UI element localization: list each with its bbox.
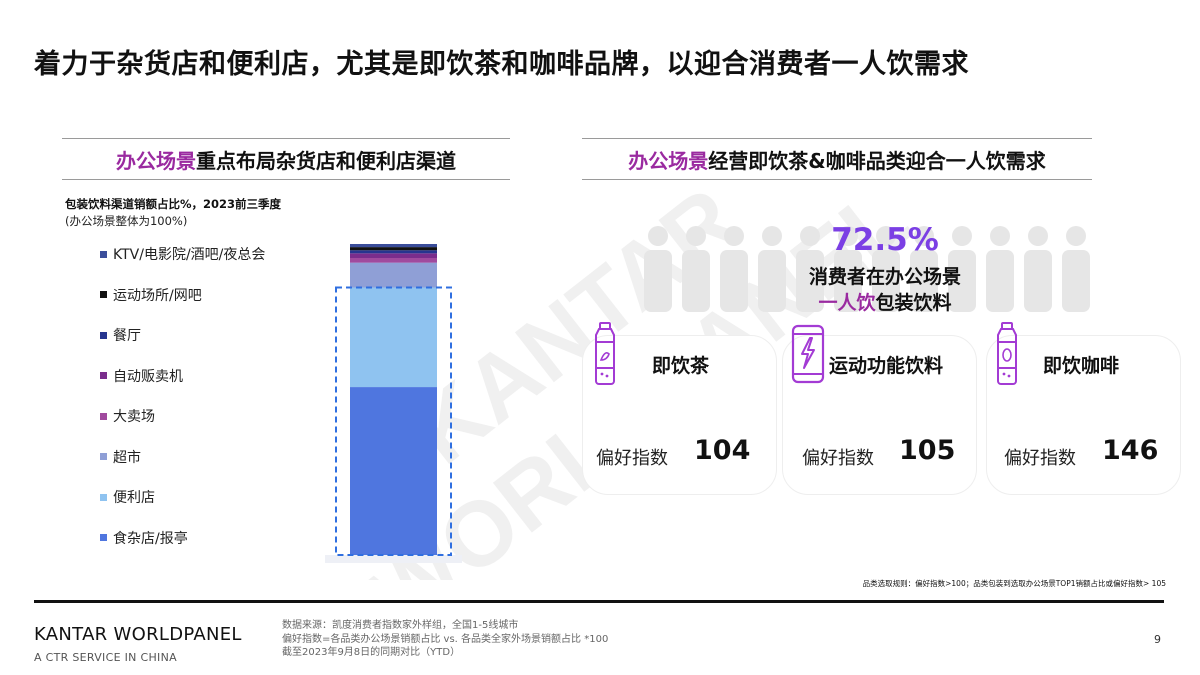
stat-line2: 一人饮包装饮料 — [760, 288, 1010, 315]
page-title: 着力于杂货店和便利店，尤其是即饮茶和咖啡品牌，以迎合消费者一人饮需求 — [34, 49, 969, 80]
bar-segment — [350, 287, 437, 388]
legend-swatch — [100, 331, 107, 339]
left-section-header: 办公场景 重点布局杂货店和便利店渠道 — [62, 138, 510, 180]
right-section-title: 经营即饮茶&咖啡品类迎合一人饮需求 — [708, 148, 1046, 173]
card-energy-index-value: 105 — [899, 435, 956, 466]
card-coffee-index-value: 146 — [1102, 435, 1159, 466]
stat-line2-rest: 包装饮料 — [875, 292, 952, 314]
brand-logo: KANTAR WORLDPANEL — [34, 624, 242, 645]
legend-label: 便利店 — [113, 490, 155, 506]
bar-segment — [350, 257, 437, 263]
card-coffee-name: 即饮咖啡 — [1043, 355, 1120, 377]
selection-rule-note: 品类选取规则：偏好指数>100；品类包装到选取办公场景TOP1销额占比或偏好指数… — [862, 579, 1166, 588]
bar-segment — [350, 262, 437, 288]
legend-item: 便利店 — [100, 487, 155, 507]
coffee-bottle-icon — [997, 322, 1017, 385]
right-section-highlight: 办公场景 — [628, 148, 709, 173]
legend-swatch — [100, 453, 107, 460]
legend-label: 超市 — [113, 449, 141, 466]
bar-segment — [350, 387, 437, 555]
legend-item: 食杂店/报亭 — [100, 528, 188, 548]
legend-item: 超市 — [100, 447, 141, 467]
bar-segment — [350, 247, 437, 251]
chart-subtitle: (办公场景整体为100%) — [65, 214, 188, 228]
card-energy — [782, 335, 977, 495]
person-icon — [986, 226, 1014, 312]
legend-item: 餐厅 — [100, 325, 141, 345]
bar-base — [325, 555, 462, 563]
legend-label: 运动场所/网吧 — [113, 287, 202, 304]
stat-line2-highlight: 一人饮 — [818, 292, 876, 314]
legend-swatch — [100, 534, 107, 541]
legend-swatch — [100, 250, 107, 258]
legend-label: 餐厅 — [113, 328, 141, 344]
person-icon — [758, 226, 786, 312]
legend-swatch — [100, 412, 107, 420]
card-energy-index-label: 偏好指数 — [802, 448, 874, 469]
stat-percentage: 72.5% — [831, 222, 939, 258]
legend-item: 运动场所/网吧 — [100, 285, 202, 305]
legend-swatch — [100, 372, 107, 379]
person-icon — [910, 226, 938, 312]
card-energy-name: 运动功能饮料 — [829, 355, 944, 377]
person-icon — [834, 226, 862, 312]
legend-item: 大卖场 — [100, 406, 155, 426]
highlight-box — [335, 286, 452, 556]
card-tea-name: 即饮茶 — [652, 355, 710, 377]
data-source: 数据来源：凯度消费者指数家外样组，全国1-5线城市 偏好指数=各品类办公场景销额… — [282, 619, 608, 660]
chart-caption: 包装饮料渠道销额占比%，2023前三季度 (办公场景整体为100%) — [65, 196, 281, 230]
bar-segment — [350, 250, 437, 254]
source-line-1: 数据来源：凯度消费者指数家外样组，全国1-5线城市 — [282, 620, 519, 631]
person-icon — [796, 226, 824, 312]
person-icon — [948, 226, 976, 312]
bar-segment — [350, 253, 437, 258]
card-tea-index-value: 104 — [694, 435, 751, 466]
energy-can-icon — [791, 324, 825, 384]
page-number: 9 — [1154, 633, 1161, 646]
left-section-title: 重点布局杂货店和便利店渠道 — [196, 148, 456, 173]
person-icon — [720, 226, 748, 312]
tea-bottle-icon — [595, 322, 615, 385]
legend-label: 大卖场 — [113, 409, 155, 425]
legend-item: KTV/电影院/酒吧/夜总会 — [100, 244, 265, 264]
legend-label: KTV/电影院/酒吧/夜总会 — [113, 247, 266, 263]
brand-subtitle: A CTR SERVICE IN CHINA — [34, 651, 177, 664]
right-section-header: 办公场景 经营即饮茶&咖啡品类迎合一人饮需求 — [582, 138, 1092, 180]
source-line-3: 截至2023年9月8日的同期对比（YTD） — [282, 647, 461, 658]
footer-divider — [34, 600, 1164, 603]
person-icon — [1024, 226, 1052, 312]
legend-swatch — [100, 291, 107, 298]
legend-label: 食杂店/报亭 — [113, 530, 188, 547]
card-coffee — [986, 335, 1181, 495]
source-line-2: 偏好指数=各品类办公场景销额占比 vs. 各品类全家外场景销额占比 *100 — [282, 633, 609, 645]
bar-segment — [350, 244, 437, 248]
card-coffee-index-label: 偏好指数 — [1004, 448, 1076, 469]
legend-swatch — [100, 493, 107, 501]
person-icon — [1062, 226, 1090, 312]
person-icon — [644, 226, 672, 312]
person-icon — [682, 226, 710, 312]
person-icon — [872, 226, 900, 312]
stat-line1: 消费者在办公场景 — [808, 266, 961, 288]
legend-item: 自动贩卖机 — [100, 366, 183, 386]
left-section-highlight: 办公场景 — [116, 148, 196, 173]
chart-title: 包装饮料渠道销额占比%，2023前三季度 — [65, 197, 282, 211]
legend-label: 自动贩卖机 — [113, 368, 183, 385]
people-icons — [644, 226, 1090, 312]
card-tea-index-label: 偏好指数 — [596, 448, 668, 469]
